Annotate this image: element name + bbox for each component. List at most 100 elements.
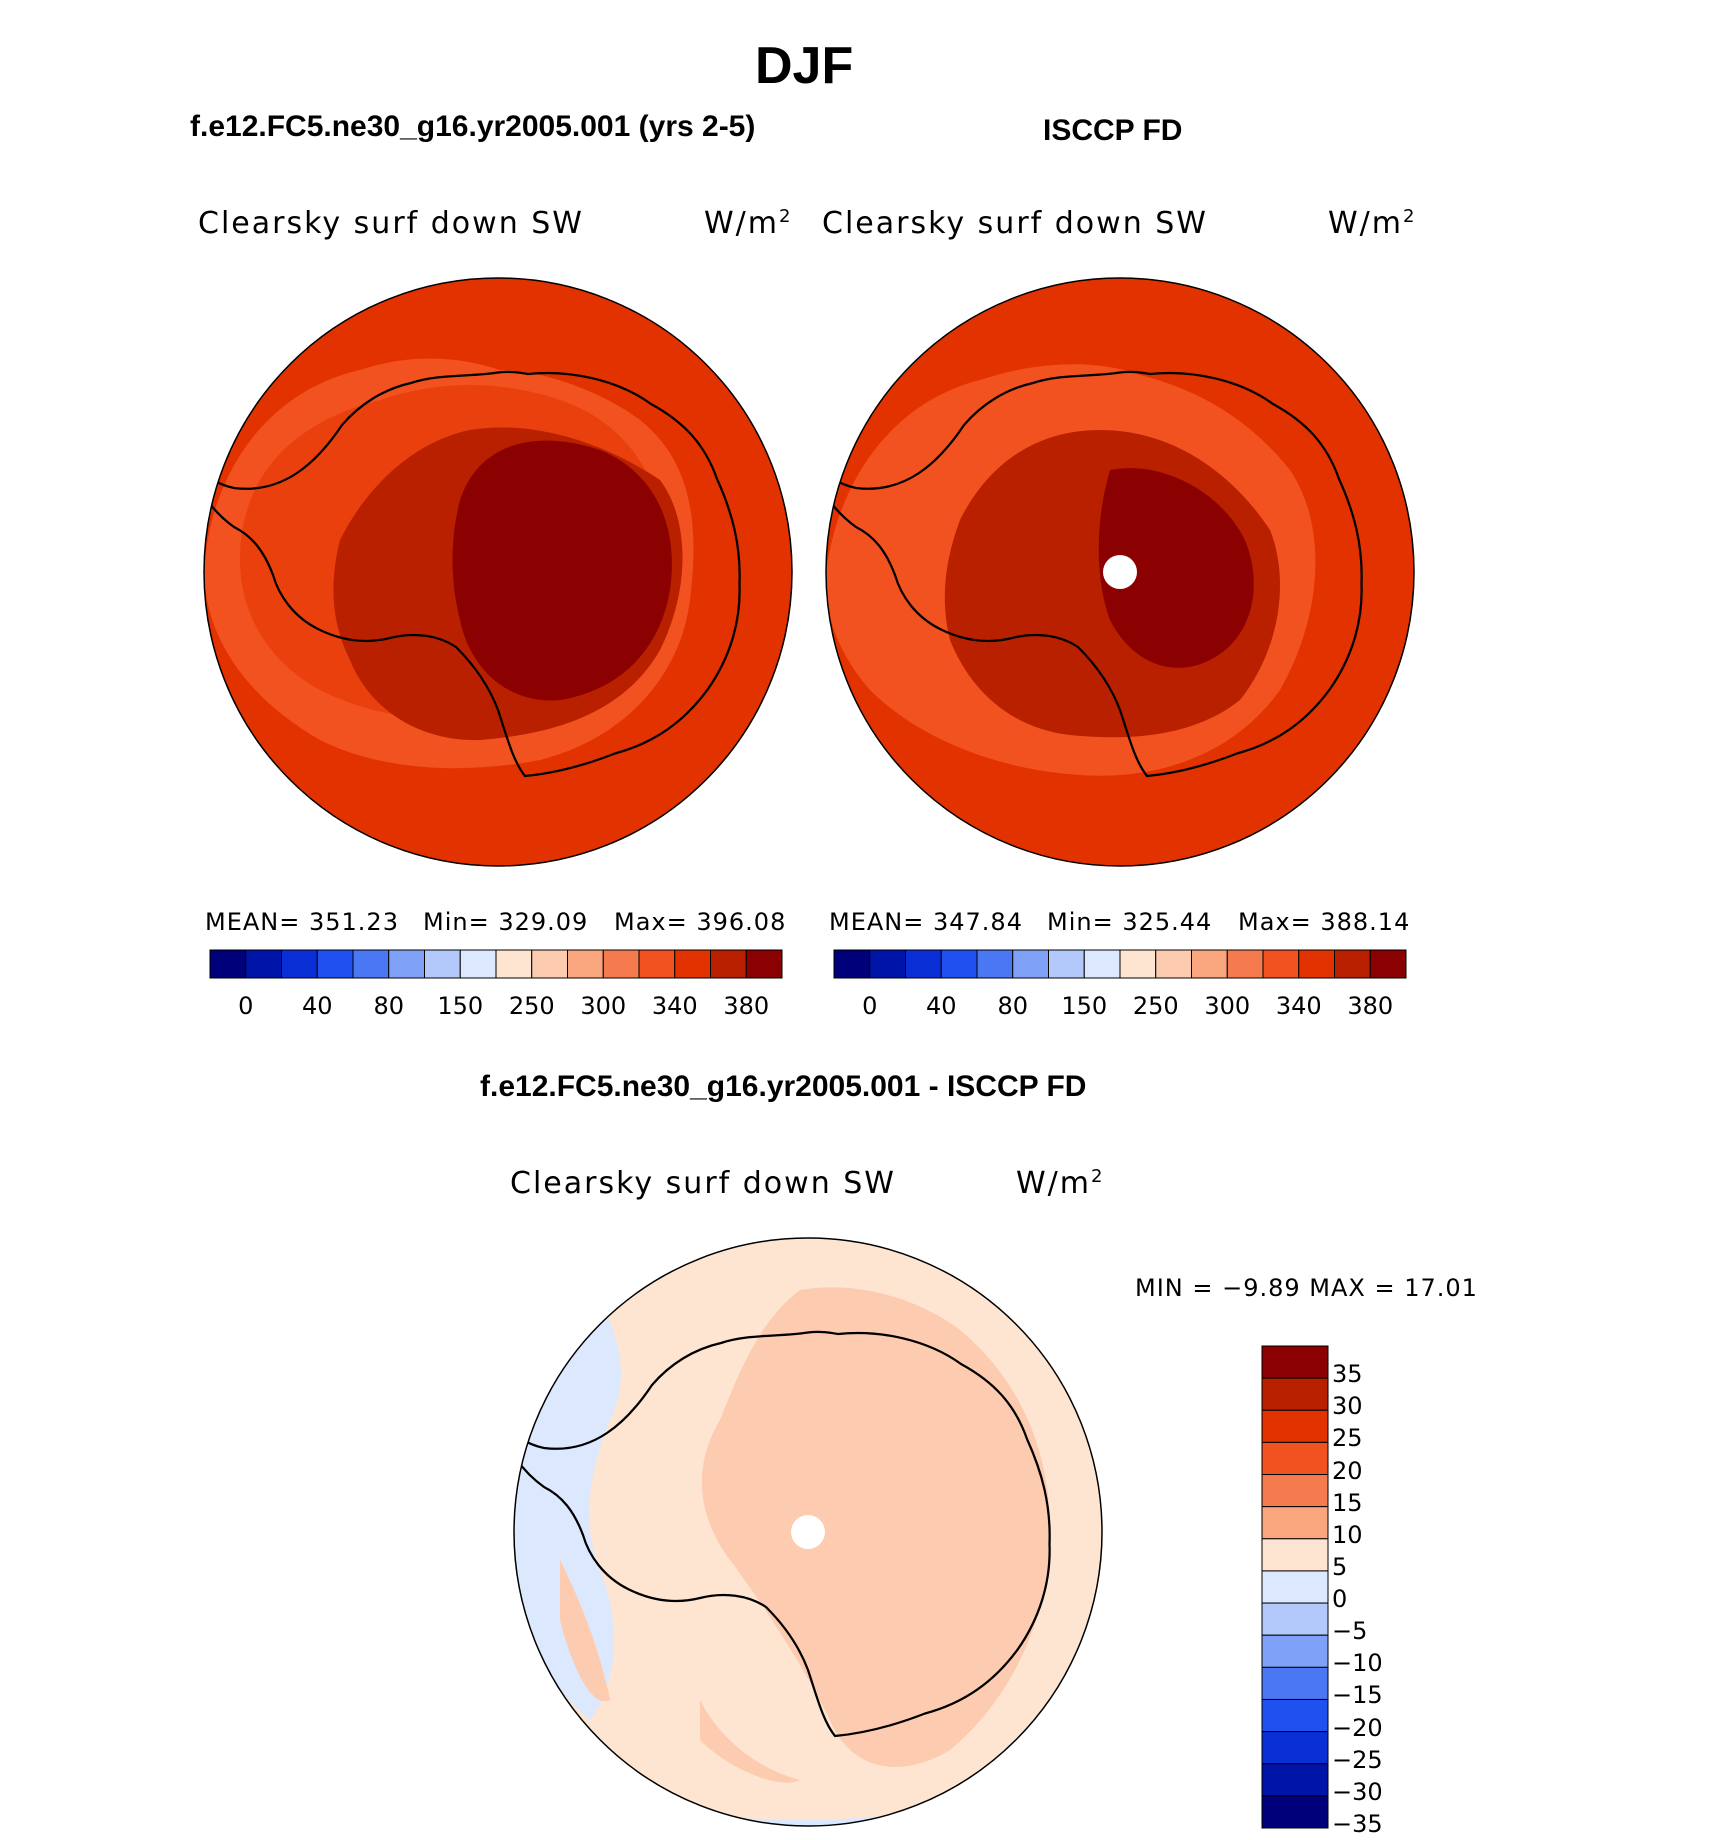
diff-map-border [513, 1237, 1103, 1827]
obs-colorbar-swatch [1119, 949, 1157, 979]
model-map [204, 278, 792, 866]
model-colorbar-swatch [567, 949, 604, 979]
obs-mean-stat: MEAN= 347.84 [829, 908, 1023, 936]
diff-colorbar-swatch [1261, 1763, 1329, 1797]
model-colorbar-tick-label: 80 [373, 992, 405, 1020]
diff-colorbar-tick-label: 25 [1332, 1424, 1363, 1453]
obs-colorbar-tick-label: 250 [1132, 992, 1179, 1020]
model-colorbar-tick-label: 250 [508, 992, 555, 1020]
diff-units-label: W/m2 [1016, 1166, 1105, 1201]
diff-colorbar-tick-label: 35 [1332, 1360, 1363, 1389]
obs-colorbar-swatch [1298, 949, 1335, 979]
diff-colorbar [1261, 1345, 1329, 1829]
obs-colorbar-swatch [1369, 949, 1407, 979]
diff-colorbar-swatch [1261, 1570, 1329, 1604]
diff-colorbar-tick-label: 0 [1332, 1585, 1348, 1614]
diff-pole-hole [791, 1515, 825, 1549]
model-colorbar-swatch [531, 949, 568, 979]
model-mean-stat: MEAN= 351.23 [205, 908, 399, 936]
diff-colorbar-swatch [1261, 1795, 1329, 1829]
obs-colorbar-swatch [976, 949, 1014, 979]
model-colorbar-tick-label: 340 [651, 992, 698, 1020]
diff-colorbar-tick-label: 15 [1332, 1488, 1363, 1517]
model-colorbar-swatch [745, 949, 783, 979]
model-units-label: W/m2 [704, 206, 793, 241]
model-colorbar [209, 949, 783, 979]
model-colorbar-swatch [388, 949, 425, 979]
diff-colorbar-swatch [1261, 1441, 1329, 1476]
obs-min-stat: Min= 325.44 [1047, 908, 1213, 936]
diff-colorbar-swatch [1261, 1538, 1329, 1572]
diff-colorbar-swatch [1261, 1506, 1329, 1540]
obs-colorbar-swatch [1155, 949, 1192, 979]
obs-variable-label: Clearsky surf down SW [822, 206, 1208, 241]
obs-colorbar-tick-label: 300 [1204, 992, 1251, 1020]
diff-colorbar-tick-label: −10 [1332, 1649, 1383, 1678]
model-colorbar-swatch [352, 949, 390, 979]
obs-colorbar-tick-label: 40 [925, 992, 957, 1020]
diff-colorbar-swatch [1261, 1634, 1329, 1668]
model-colorbar-swatch [495, 949, 533, 979]
model-colorbar-tick-label: 150 [437, 992, 484, 1020]
obs-colorbar-swatch [1226, 949, 1264, 979]
obs-units-label: W/m2 [1328, 206, 1417, 241]
diff-variable-label: Clearsky surf down SW [510, 1166, 896, 1201]
model-colorbar-swatch [674, 949, 711, 979]
obs-map-border [825, 277, 1415, 867]
model-colorbar-swatch [424, 949, 461, 979]
diff-colorbar-tick-label: −5 [1332, 1617, 1368, 1646]
obs-colorbar-swatch [1083, 949, 1121, 979]
model-max-stat: Max= 396.08 [614, 908, 787, 936]
obs-colorbar-swatch [833, 949, 871, 979]
obs-colorbar-swatch [940, 949, 978, 979]
model-colorbar-swatch [710, 949, 747, 979]
model-colorbar-swatch [245, 949, 282, 979]
model-colorbar-tick-label: 300 [580, 992, 627, 1020]
diff-colorbar-swatch [1261, 1602, 1329, 1636]
model-map-border [203, 277, 793, 867]
diff-colorbar-swatch [1261, 1731, 1329, 1765]
model-colorbar-swatch [316, 949, 354, 979]
diff-minmax-stat: MIN = −9.89 MAX = 17.01 [1135, 1274, 1478, 1302]
obs-colorbar-swatch [1012, 949, 1049, 979]
diff-colorbar-swatch [1261, 1666, 1329, 1700]
diff-title: f.e12.FC5.ne30_g16.yr2005.001 - ISCCP FD [480, 1070, 1087, 1103]
model-colorbar-swatch [459, 949, 497, 979]
diff-colorbar-swatch [1261, 1409, 1329, 1443]
obs-colorbar-swatch [1262, 949, 1300, 979]
model-colorbar-swatch [638, 949, 676, 979]
obs-colorbar-swatch [1334, 949, 1371, 979]
model-colorbar-swatch [602, 949, 640, 979]
diff-colorbar-tick-label: 20 [1332, 1456, 1363, 1485]
obs-max-stat: Max= 388.14 [1238, 908, 1411, 936]
model-colorbar-swatch [281, 949, 318, 979]
obs-colorbar-swatch [1048, 949, 1085, 979]
diff-colorbar-tick-label: 5 [1332, 1552, 1348, 1581]
diff-colorbar-tick-label: 30 [1332, 1392, 1363, 1421]
diff-colorbar-swatch [1261, 1698, 1329, 1733]
obs-colorbar-tick-label: 0 [862, 992, 878, 1020]
model-colorbar-tick-label: 380 [723, 992, 770, 1020]
diff-colorbar-swatch [1261, 1377, 1329, 1411]
model-colorbar-swatch [209, 949, 247, 979]
diff-colorbar-tick-label: 10 [1332, 1520, 1363, 1549]
obs-title: ISCCP FD [1043, 114, 1183, 147]
diff-colorbar-swatch [1261, 1474, 1329, 1508]
obs-colorbar-tick-label: 340 [1275, 992, 1322, 1020]
model-title: f.e12.FC5.ne30_g16.yr2005.001 (yrs 2-5) [190, 110, 756, 143]
season-title: DJF [755, 37, 854, 95]
obs-colorbar-tick-label: 150 [1061, 992, 1108, 1020]
obs-pole-hole [1103, 555, 1137, 589]
obs-colorbar-tick-label: 80 [997, 992, 1029, 1020]
diff-colorbar-swatch [1261, 1345, 1329, 1379]
diff-colorbar-tick-label: −35 [1332, 1810, 1383, 1838]
model-colorbar-tick-label: 0 [238, 992, 254, 1020]
model-min-stat: Min= 329.09 [423, 908, 589, 936]
obs-colorbar [833, 949, 1407, 979]
diff-colorbar-tick-label: −30 [1332, 1777, 1383, 1806]
obs-colorbar-swatch [905, 949, 942, 979]
model-variable-label: Clearsky surf down SW [198, 206, 584, 241]
diff-colorbar-tick-label: −15 [1332, 1681, 1383, 1710]
obs-colorbar-tick-label: 380 [1347, 992, 1394, 1020]
